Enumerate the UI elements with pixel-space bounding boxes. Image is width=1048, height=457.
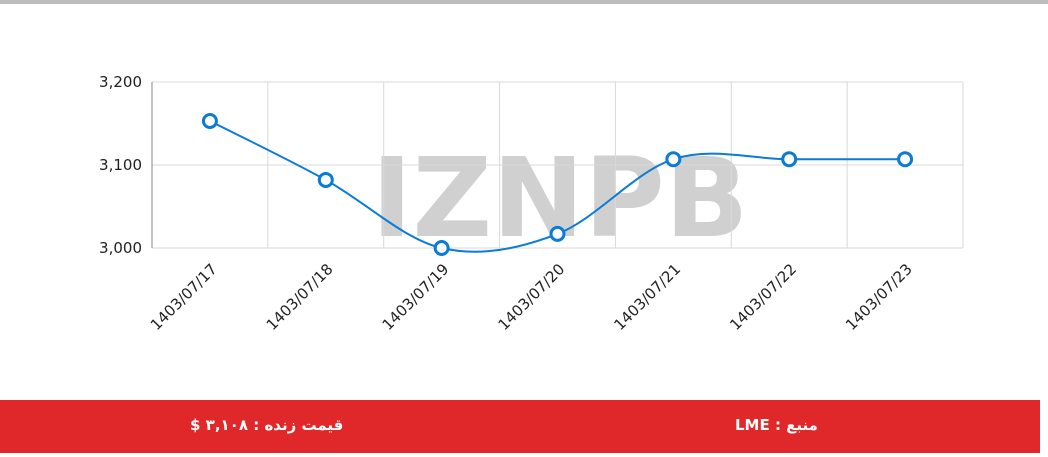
y-tick-label: 3,100 [99, 156, 142, 174]
y-tick-label: 3,000 [99, 239, 142, 257]
x-tick-label: 1403/07/21 [610, 260, 684, 334]
point [433, 240, 450, 256]
point [317, 171, 334, 188]
live-price: قیمت زنده : ۳,۱۰۸ $ [190, 416, 344, 434]
point [781, 151, 798, 168]
footer-bar: قیمت زنده : ۳,۱۰۸ $ منبع : LME [0, 400, 1040, 453]
x-tick-label: 1403/07/20 [494, 260, 568, 334]
point [549, 225, 566, 242]
y-tick-label: 3,200 [99, 73, 142, 91]
source: منبع : LME [735, 416, 818, 434]
x-tick-label: 1403/07/22 [726, 260, 800, 334]
x-tick-label: 1403/07/18 [263, 260, 337, 334]
point [665, 151, 682, 168]
x-tick-label: 1403/07/19 [379, 260, 453, 334]
point [201, 113, 218, 130]
x-tick-label: 1403/07/17 [147, 260, 221, 334]
point [897, 151, 914, 168]
x-tick-label: 1403/07/23 [842, 260, 916, 334]
